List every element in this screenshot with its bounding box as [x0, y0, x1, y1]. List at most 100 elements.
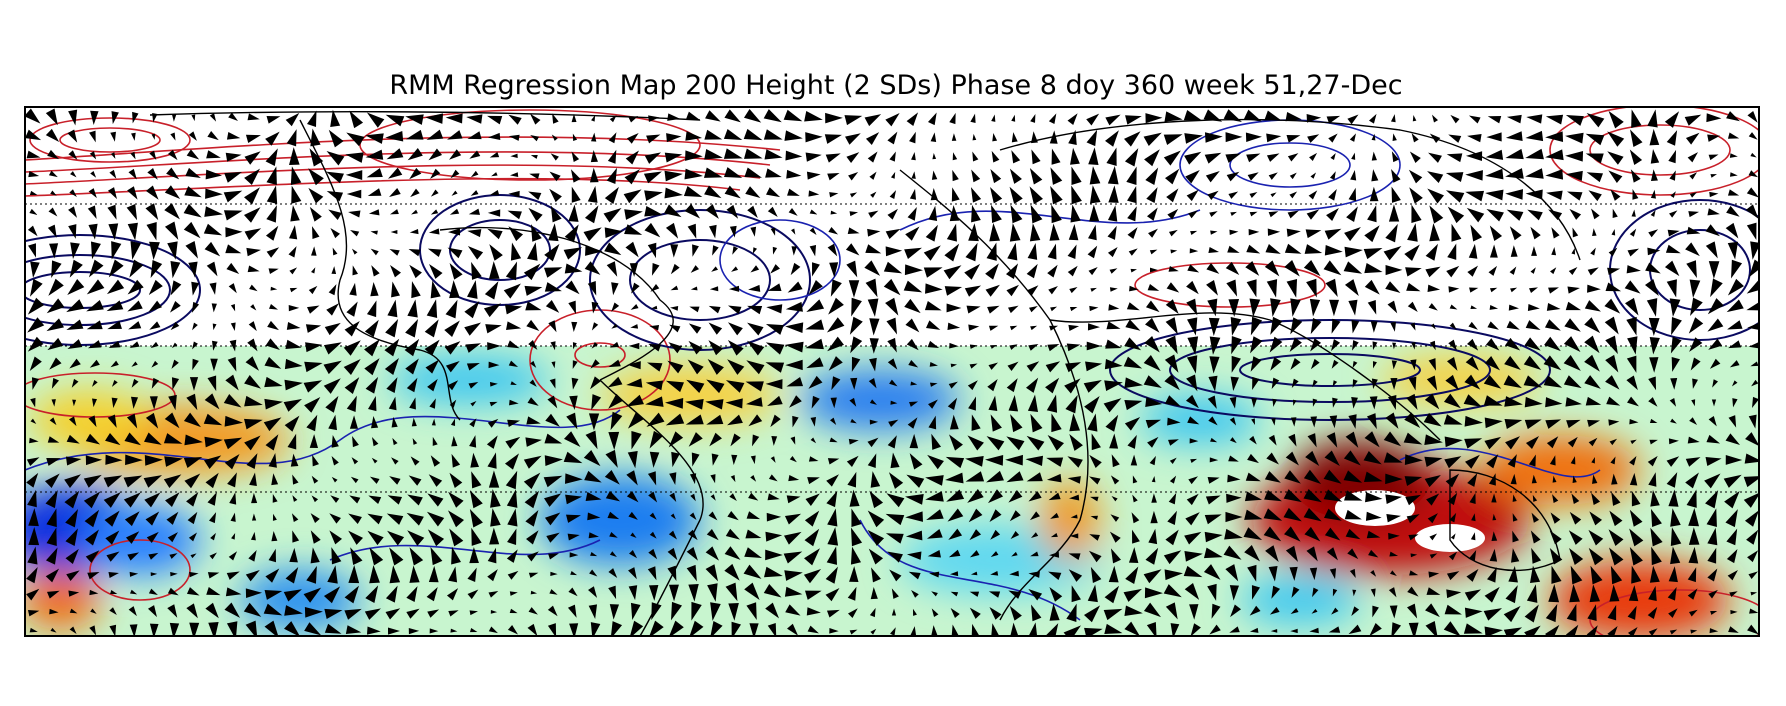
wind-arrow	[1687, 436, 1700, 444]
wind-arrow	[1163, 550, 1182, 565]
wind-arrow	[1467, 265, 1479, 277]
wind-arrow	[1648, 628, 1658, 636]
wind-arrow	[49, 608, 59, 615]
wind-arrow	[610, 411, 623, 431]
wind-arrow	[746, 340, 765, 356]
wind-arrow	[264, 398, 283, 410]
wind-arrow	[1588, 547, 1604, 566]
wind-arrow	[1606, 396, 1621, 406]
wind-arrow	[1626, 316, 1637, 336]
wind-arrow	[969, 363, 978, 369]
wind-arrow	[29, 208, 38, 216]
wind-arrow	[186, 393, 198, 411]
wind-arrow	[1307, 433, 1317, 448]
wind-arrow	[1168, 439, 1179, 446]
wind-arrow	[268, 548, 276, 563]
wind-arrow	[1685, 242, 1700, 257]
wind-arrow	[804, 510, 820, 527]
wind-arrow	[1203, 564, 1221, 580]
wind-arrow	[1029, 306, 1038, 313]
wind-arrow	[1009, 168, 1022, 184]
wind-arrow	[708, 224, 717, 239]
wind-arrow	[489, 382, 498, 387]
wind-arrow	[1650, 508, 1662, 527]
wind-arrow	[745, 186, 761, 198]
wind-arrow	[1551, 227, 1560, 239]
wind-arrow	[1225, 261, 1240, 275]
wind-arrow	[1449, 322, 1457, 330]
wind-arrow	[1109, 268, 1118, 274]
wind-arrow	[1605, 335, 1618, 355]
wind-arrow	[1404, 454, 1423, 465]
wind-arrow	[1608, 110, 1624, 129]
wind-arrow	[244, 187, 260, 205]
wind-arrow	[163, 433, 183, 444]
wind-arrow	[366, 300, 377, 318]
wind-arrow	[1731, 259, 1743, 279]
wind-arrow	[544, 267, 563, 278]
wind-arrow	[465, 343, 481, 353]
wind-arrow	[1485, 149, 1504, 160]
wind-arrow	[126, 413, 138, 429]
wind-arrow	[1489, 304, 1499, 310]
wind-arrow	[509, 608, 518, 614]
wind-arrow	[149, 321, 161, 330]
wind-arrow	[1030, 532, 1039, 538]
wind-arrow	[1504, 396, 1523, 407]
wind-arrow	[583, 227, 602, 242]
wind-arrow	[270, 286, 278, 291]
wind-arrow	[148, 279, 163, 296]
wind-arrow	[90, 241, 101, 260]
wind-arrow	[428, 228, 440, 235]
wind-arrow	[1604, 316, 1619, 335]
wind-arrow	[1329, 568, 1337, 580]
wind-arrow	[291, 185, 302, 204]
wind-arrow	[1107, 166, 1119, 185]
wind-arrow	[1223, 545, 1242, 560]
wind-arrow	[972, 151, 979, 162]
wind-arrow	[788, 474, 800, 482]
wind-arrow	[189, 571, 199, 578]
wind-arrow	[1626, 265, 1641, 274]
wind-arrow	[1352, 589, 1357, 597]
wind-arrow	[1324, 245, 1343, 256]
wind-arrow	[127, 222, 138, 241]
wind-arrow	[1408, 622, 1419, 636]
wind-arrow	[990, 169, 1002, 184]
wind-arrow	[1552, 494, 1559, 504]
wind-arrow	[1249, 192, 1258, 198]
wind-arrow	[1549, 547, 1563, 565]
wind-arrow	[1648, 376, 1657, 391]
wind-arrow	[1448, 551, 1458, 561]
wind-arrow	[911, 589, 919, 598]
wind-arrow	[766, 304, 783, 314]
wind-arrow	[1548, 584, 1560, 603]
wind-arrow	[244, 395, 263, 407]
wind-arrow	[1664, 111, 1680, 128]
wind-arrow	[510, 381, 517, 386]
wind-arrow	[389, 547, 404, 566]
wind-arrow	[1332, 397, 1338, 408]
wind-arrow	[1587, 267, 1599, 276]
wind-arrow	[67, 339, 83, 349]
wind-arrow	[1649, 128, 1660, 146]
wind-arrow	[185, 167, 201, 179]
wind-arrow	[507, 419, 521, 427]
wind-arrow	[1486, 208, 1504, 222]
wind-arrow	[468, 208, 480, 215]
wind-arrow	[1007, 242, 1018, 261]
wind-arrow	[804, 528, 820, 547]
wind-arrow	[1512, 530, 1519, 543]
wind-arrow	[909, 453, 923, 470]
wind-arrow	[130, 151, 136, 160]
wind-arrow	[526, 319, 540, 331]
wind-arrow	[27, 489, 37, 508]
wind-arrow	[349, 110, 364, 129]
wind-arrow	[544, 433, 563, 444]
wind-arrow	[1190, 230, 1198, 236]
wind-arrow	[391, 457, 399, 465]
wind-arrow	[1225, 511, 1243, 523]
wind-arrow	[131, 361, 138, 367]
wind-arrow	[1491, 493, 1497, 503]
wind-arrow	[89, 359, 100, 368]
